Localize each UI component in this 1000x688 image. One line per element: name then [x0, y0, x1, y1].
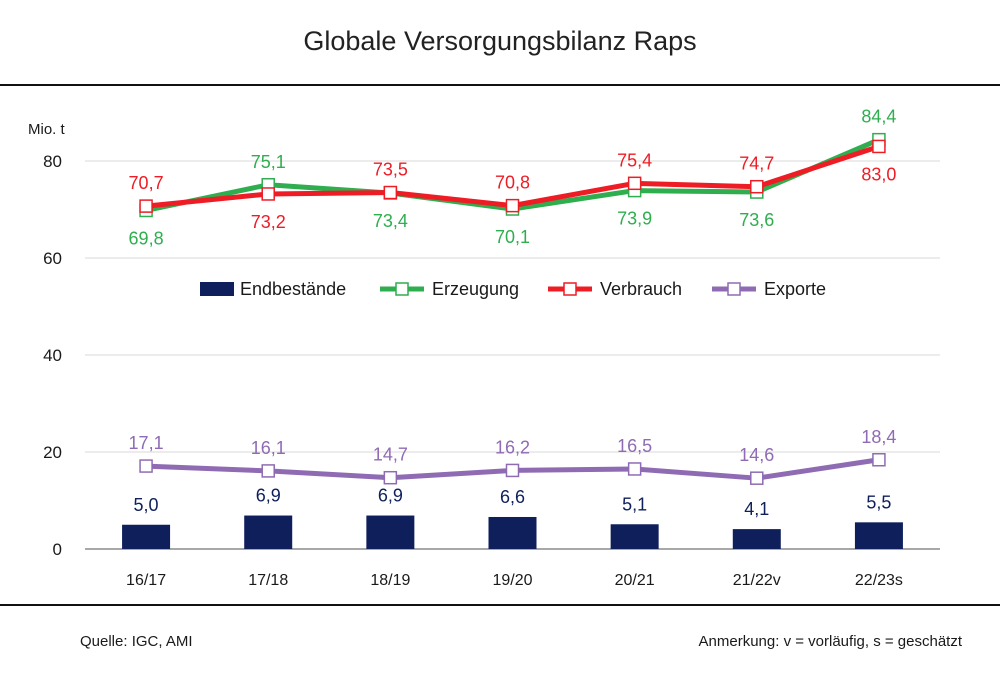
x-axis-ticks: 16/17 17/18 18/19 19/20 20/21 21/22v 22/23s — [126, 572, 903, 589]
data-label-erzeugung: 73,6 — [739, 210, 774, 230]
data-label-erzeugung: 84,4 — [861, 107, 896, 127]
bar-endbestaende — [366, 515, 415, 549]
bar-series-endbestaende — [122, 515, 903, 549]
bar-endbestaende — [854, 522, 903, 549]
y-tick-label: 0 — [53, 540, 62, 559]
y-tick-label: 80 — [43, 152, 62, 171]
data-label-verbrauch: 75,4 — [617, 150, 652, 170]
data-label-erzeugung: 73,4 — [373, 211, 408, 231]
bar-endbestaende — [732, 529, 781, 549]
marker-verbrauch — [505, 198, 520, 213]
marker-exporte — [750, 471, 764, 485]
data-label-verbrauch: 73,2 — [251, 212, 286, 232]
marker-verbrauch — [872, 139, 886, 154]
x-tick-label: 18/19 — [370, 572, 410, 589]
data-label-erzeugung: 73,9 — [617, 209, 652, 229]
data-label-verbrauch: 70,7 — [129, 173, 164, 193]
data-label-exporte: 18,4 — [861, 427, 896, 447]
bar-endbestaende — [244, 515, 293, 549]
marker-verbrauch — [383, 185, 398, 200]
legend: Endbestände Erzeugung Verbrauch Exporte — [200, 279, 826, 299]
x-tick-label: 22/23s — [855, 572, 903, 589]
y-tick-label: 20 — [43, 443, 62, 462]
data-label-endbestaende: 6,9 — [256, 486, 281, 506]
marker-exporte — [383, 470, 398, 485]
top-rule — [0, 84, 1000, 86]
data-label-endbestaende: 6,6 — [500, 487, 525, 507]
chart-title: Globale Versorgungsbilanz Raps — [303, 26, 697, 56]
data-label-exporte: 16,5 — [617, 436, 652, 456]
marker-verbrauch — [750, 179, 764, 194]
x-tick-label: 16/17 — [126, 572, 166, 589]
legend-item-verbrauch: Verbrauch — [548, 279, 682, 299]
data-label-endbestaende: 5,1 — [622, 494, 647, 514]
legend-label-endbestaende: Endbestände — [240, 279, 346, 299]
legend-marker-exporte — [727, 282, 741, 296]
data-label-exporte: 16,1 — [251, 438, 286, 458]
y-tick-label: 40 — [43, 346, 62, 365]
marker-verbrauch — [627, 176, 642, 191]
legend-item-endbestaende: Endbestände — [200, 279, 346, 299]
data-label-erzeugung: 70,1 — [495, 227, 530, 247]
data-label-exporte: 14,6 — [739, 445, 774, 465]
data-label-verbrauch: 70,8 — [495, 173, 530, 193]
marker-exporte — [261, 464, 275, 478]
bar-endbestaende — [122, 524, 171, 549]
bottom-rule — [0, 604, 1000, 606]
legend-marker-erzeugung — [395, 282, 409, 296]
legend-label-exporte: Exporte — [764, 279, 826, 299]
data-label-endbestaende: 5,0 — [134, 495, 159, 515]
marker-exporte — [872, 453, 886, 467]
data-label-exporte: 17,1 — [129, 433, 164, 453]
y-axis-label: Mio. t — [28, 121, 66, 138]
y-tick-label: 60 — [43, 249, 62, 268]
data-label-verbrauch: 74,7 — [739, 154, 774, 174]
marker-verbrauch — [139, 199, 153, 213]
bar-endbestaende — [488, 516, 537, 549]
data-label-erzeugung: 69,8 — [129, 228, 164, 248]
data-label-exporte: 16,2 — [495, 437, 530, 457]
x-tick-label: 20/21 — [615, 572, 655, 589]
marker-exporte — [139, 459, 153, 473]
y-axis-ticks: 0 20 40 60 80 — [43, 152, 62, 559]
legend-item-erzeugung: Erzeugung — [380, 279, 519, 299]
line-series — [139, 132, 886, 485]
marker-exporte — [627, 462, 642, 476]
data-label-exporte: 14,7 — [373, 445, 408, 465]
data-label-verbrauch: 73,5 — [373, 160, 408, 180]
legend-label-verbrauch: Verbrauch — [600, 279, 682, 299]
data-labels: 5,0 6,9 6,9 6,6 5,1 4,1 5,5 69,8 75,1 73,4 70,1 73,… — [129, 107, 897, 519]
bar-endbestaende — [610, 524, 659, 549]
data-label-erzeugung: 75,1 — [251, 152, 286, 172]
data-label-endbestaende: 4,1 — [744, 499, 769, 519]
legend-label-erzeugung: Erzeugung — [432, 279, 519, 299]
legend-item-exporte: Exporte — [712, 279, 826, 299]
x-tick-label: 17/18 — [248, 572, 288, 589]
data-label-verbrauch: 83,0 — [861, 164, 896, 184]
data-label-endbestaende: 6,9 — [378, 486, 403, 506]
source-note: Quelle: IGC, AMI — [80, 633, 193, 650]
legend-marker-verbrauch — [563, 282, 577, 296]
marker-exporte — [505, 463, 520, 478]
remark-note: Anmerkung: v = vorläufig, s = geschätzt — [698, 633, 962, 650]
data-label-endbestaende: 5,5 — [866, 492, 891, 512]
x-tick-label: 19/20 — [492, 572, 532, 589]
legend-swatch-endbestaende — [200, 282, 234, 296]
x-tick-label: 21/22v — [733, 572, 781, 589]
marker-verbrauch — [261, 187, 275, 201]
